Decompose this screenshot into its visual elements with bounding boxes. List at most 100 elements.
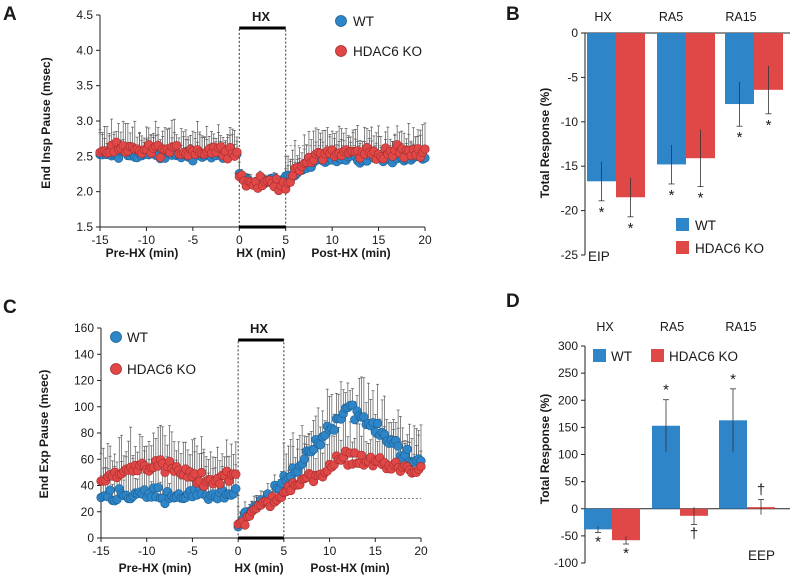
panel-d-significance-mark: * <box>730 371 736 388</box>
panel-c-wt-point <box>231 484 241 494</box>
panel-d-y-tick-label: -50 <box>561 529 579 543</box>
panel-b-header-ra5: RA5 <box>659 10 683 24</box>
panel-d-y-tick-label: 300 <box>558 339 578 353</box>
panel-c-x-tick-label: 0 <box>235 544 242 558</box>
panel-b-significance-mark: * <box>698 190 704 207</box>
panel-c-y-tick-label: 40 <box>81 479 95 493</box>
panel-c-ko-point <box>356 450 367 460</box>
panel-d-y-tick-label: 100 <box>558 448 578 462</box>
panel-b-legend-ko-swatch <box>676 241 689 254</box>
panel-b-y-tick-label: -25 <box>561 248 579 262</box>
panel-b-bar-ko-hx <box>616 33 645 198</box>
panel-c-y-tick-label: 160 <box>74 321 94 335</box>
panel-c-legend-wt: WT <box>127 330 148 345</box>
panel-a-legend-ko-marker <box>335 45 347 57</box>
panel-c-wt-point <box>393 441 403 451</box>
panel-c-y-tick-label: 0 <box>87 531 94 545</box>
panel-a-y-tick-label: 3.0 <box>76 114 93 128</box>
panel-c-x-tick-label: 15 <box>369 544 383 558</box>
panel-b-note: EIP <box>588 249 610 264</box>
panel-c-hx-min-label: HX (min) <box>234 561 283 575</box>
panel-d-chart: Total Response (%) HX RA5 RA15 EEP WT HD… <box>538 320 790 570</box>
panel-d-y-tick-label: 150 <box>558 420 578 434</box>
panel-d-y-tick-label: -100 <box>554 556 578 570</box>
panel-c-legend-wt-marker <box>110 331 122 343</box>
panel-b-y-tick-label: -15 <box>561 159 579 173</box>
panel-c-x-tick-label: -15 <box>92 544 110 558</box>
panel-c-ko-point <box>231 469 241 479</box>
panel-b-y-axis-label: Total Response (%) <box>538 88 552 198</box>
panel-b-chart: Total Response (%) HX RA5 RA15 EIP WT HD… <box>538 10 790 264</box>
panel-c-hx-window <box>237 339 285 539</box>
panel-a-x-tick-label: -5 <box>188 233 199 247</box>
panel-c-ko-point <box>416 461 426 472</box>
panel-d-legend-wt: WT <box>611 349 632 364</box>
panel-b-y-tick-label: -5 <box>567 70 578 84</box>
panel-a-x-tick-label: 20 <box>418 233 432 247</box>
panel-a-post-hx-label: Post-HX (min) <box>311 246 390 260</box>
panel-a-y-axis-label: End Insp Pause (msec) <box>39 57 53 188</box>
panel-d-note: EEP <box>748 548 775 563</box>
panel-c-wt-point <box>299 454 310 464</box>
panel-b-header-ra15: RA15 <box>725 10 756 24</box>
panel-c-wt-point <box>315 440 326 450</box>
panel-b-legend-ko: HDAC6 KO <box>695 241 764 256</box>
panel-a-hx-min-label: HX (min) <box>236 246 285 260</box>
panel-label-c: C <box>3 297 17 318</box>
panel-a-ko-point <box>232 147 242 157</box>
panel-label-a: A <box>3 4 17 25</box>
panel-c-ko-point <box>196 467 207 478</box>
panel-label-b: B <box>506 4 520 25</box>
panel-a-y-tick-label: 4.0 <box>76 43 93 57</box>
panel-c-wt-point <box>372 418 383 429</box>
panel-b-significance-mark: * <box>599 204 605 221</box>
panel-c-chart: End Exp Pause (msec) Pre-HX (min) HX (mi… <box>37 321 428 575</box>
panel-c-pre-hx-label: Pre-HX (min) <box>119 561 192 575</box>
panel-d-significance-mark: † <box>757 482 765 499</box>
panel-a-x-tick-label: -15 <box>91 233 109 247</box>
panel-c-ko-point <box>240 520 250 530</box>
panel-c-wt-point <box>105 485 115 495</box>
panel-a-y-tick-label: 3.5 <box>76 79 93 93</box>
panel-b-significance-mark: * <box>737 129 743 146</box>
panel-c-wt-point <box>153 483 163 493</box>
panel-a-ko-point <box>155 152 165 163</box>
panel-a-hx-label: HX <box>252 9 270 24</box>
panel-c-x-tick-label: 10 <box>323 544 337 558</box>
panel-a-legend-wt: WT <box>353 14 374 29</box>
panel-d-header-ra5: RA5 <box>660 320 684 334</box>
panel-a-x-tick-label: 5 <box>282 233 289 247</box>
panel-d-bar-wt-hx <box>584 508 612 530</box>
panel-a-y-tick-label: 2.5 <box>76 149 93 163</box>
panel-a-ko-point <box>420 144 430 154</box>
panel-c-x-tick-label: 5 <box>281 544 288 558</box>
panel-b-header-hx: HX <box>594 10 612 24</box>
panel-c-x-tick-label: -10 <box>138 544 156 558</box>
panel-b-bar-wt-hx <box>587 33 616 182</box>
panel-a-ko-point <box>172 140 182 151</box>
panel-label-d: D <box>506 291 520 312</box>
panel-a-x-tick-label: 10 <box>325 233 339 247</box>
panel-a-x-tick-label: -10 <box>138 233 156 247</box>
panel-c-y-tick-label: 60 <box>81 452 95 466</box>
panel-c-y-axis-label: End Exp Pause (msec) <box>37 370 51 499</box>
panel-b-y-tick-label: 0 <box>571 26 578 40</box>
panel-a-pre-hx-label: Pre-HX (min) <box>106 246 179 260</box>
panel-c-post-hx-label: Post-HX (min) <box>310 561 389 575</box>
panel-c-x-tick-label: 20 <box>414 544 428 558</box>
panel-c-hx-label: HX <box>250 321 268 336</box>
panel-b-y-tick-label: -20 <box>561 204 579 218</box>
panel-a-legend-ko: HDAC6 KO <box>353 44 422 59</box>
panel-a-y-tick-label: 4.5 <box>76 8 93 22</box>
panel-a-x-tick-label: 15 <box>372 233 386 247</box>
panel-c-wt-point <box>402 444 412 454</box>
panel-c-y-tick-label: 20 <box>81 505 95 519</box>
panel-a-y-tick-label: 2.0 <box>76 185 93 199</box>
panel-d-significance-mark: * <box>663 382 669 399</box>
panel-d-legend-wt-swatch <box>593 349 606 362</box>
panel-b-bar-wt-ra5 <box>657 33 686 165</box>
panel-d-significance-mark: * <box>595 534 601 551</box>
panel-c-ko-point <box>215 479 225 489</box>
panel-d-y-tick-label: 50 <box>565 475 579 489</box>
